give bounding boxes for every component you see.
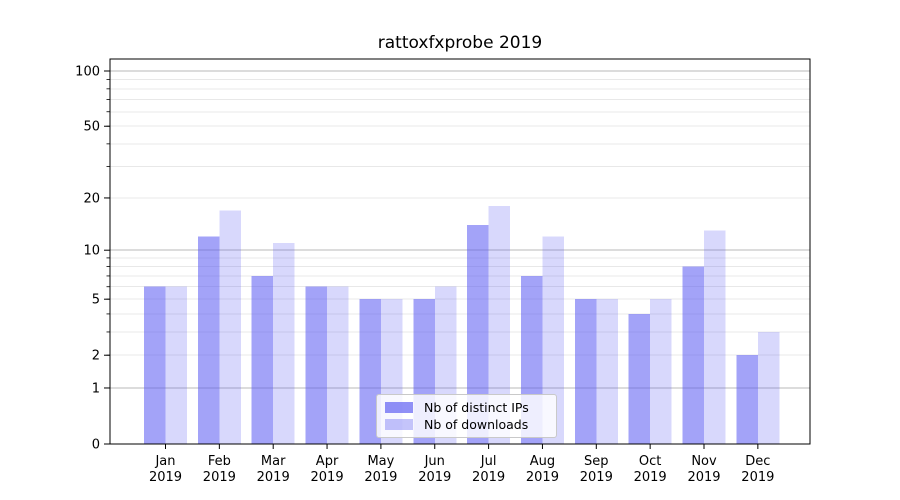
svg-text:Jun: Jun	[424, 454, 445, 469]
legend-label-distinct-ips: Nb of distinct IPs	[424, 399, 529, 415]
svg-text:Dec: Dec	[745, 454, 770, 469]
svg-text:2019: 2019	[580, 470, 613, 485]
svg-text:Feb: Feb	[208, 454, 231, 469]
svg-text:Oct: Oct	[639, 454, 661, 469]
svg-text:Aug: Aug	[530, 454, 555, 469]
svg-text:2019: 2019	[311, 470, 344, 485]
legend-swatch-downloads	[385, 419, 413, 431]
svg-text:50: 50	[83, 120, 100, 135]
svg-text:5: 5	[92, 293, 100, 308]
svg-text:0: 0	[92, 438, 100, 453]
svg-text:2019: 2019	[257, 470, 290, 485]
svg-text:Jul: Jul	[480, 454, 497, 469]
svg-text:2019: 2019	[364, 470, 397, 485]
svg-text:2019: 2019	[634, 470, 667, 485]
legend-swatch-distinct-ips	[385, 401, 413, 413]
svg-text:Mar: Mar	[261, 454, 286, 469]
svg-text:20: 20	[83, 191, 100, 206]
svg-text:2019: 2019	[687, 470, 720, 485]
svg-text:May: May	[367, 454, 394, 469]
svg-text:2019: 2019	[203, 470, 236, 485]
svg-text:10: 10	[83, 244, 100, 259]
legend-item-distinct-ips: Nb of distinct IPs	[385, 400, 548, 415]
chart-title: rattoxfxprobe 2019	[377, 33, 543, 53]
svg-text:Jan: Jan	[154, 454, 175, 469]
svg-text:2019: 2019	[149, 470, 182, 485]
svg-text:2019: 2019	[418, 470, 451, 485]
legend-item-downloads: Nb of downloads	[385, 417, 548, 432]
legend: Nb of distinct IPs Nb of downloads	[376, 394, 557, 438]
svg-text:2: 2	[92, 349, 100, 364]
svg-text:Apr: Apr	[316, 454, 339, 469]
svg-text:2019: 2019	[472, 470, 505, 485]
legend-label-downloads: Nb of downloads	[424, 417, 529, 433]
svg-text:100: 100	[75, 65, 100, 80]
svg-text:1: 1	[92, 381, 100, 396]
svg-text:Nov: Nov	[691, 454, 717, 469]
svg-text:2019: 2019	[526, 470, 559, 485]
svg-text:2019: 2019	[741, 470, 774, 485]
svg-text:Sep: Sep	[584, 454, 609, 469]
